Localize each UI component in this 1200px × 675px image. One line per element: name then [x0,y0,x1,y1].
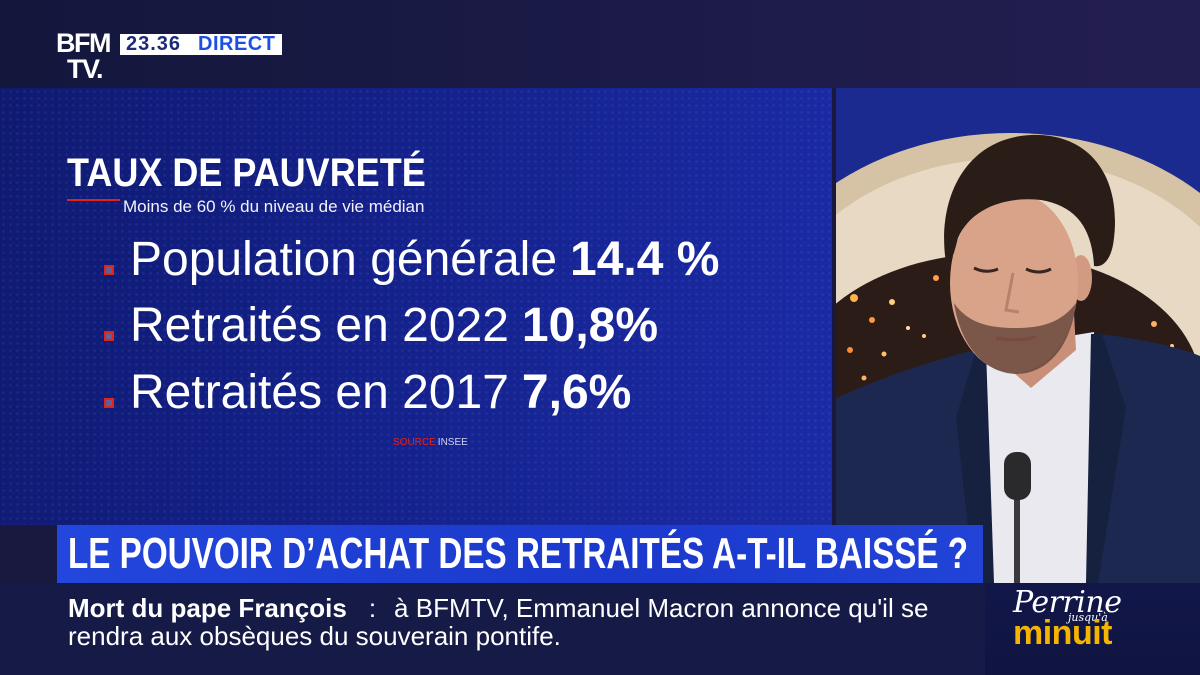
stat-row-retirees-2017: Retraités en 2017 7,6% [0,365,832,421]
top-bar: BFM TV. 23.36 DIRECT [0,0,1200,88]
stat-label: Population générale [130,233,558,286]
anchor-lapel-right [1086,334,1126,583]
stat-row-retirees-2022: Retraités en 2022 10,8% [0,298,832,354]
anchor-eye-right [1025,267,1052,274]
news-ticker: Mort du pape François: à BFMTV, Emmanuel … [0,583,985,675]
channel-logo-line2: TV. [67,54,104,84]
bokeh-lights [847,275,1174,381]
ticker-text-line1: à BFMTV, Emmanuel Macron annonce qu'il s… [394,593,929,623]
stat-value: 10,8% [521,299,659,352]
channel-logo-line1: BFM [56,28,111,58]
live-label: DIRECT [198,33,276,55]
ticker-line-1: Mort du pape François: à BFMTV, Emmanuel … [68,593,928,623]
stat-label: Retraités en 2022 [130,299,509,352]
stat-value: 14.4 % [570,233,720,286]
ticker-line-2: rendra aux obsèques du souverain pontife… [68,621,561,651]
ticker-topic: Mort du pape François [68,593,347,623]
anchor-eye-left [973,266,999,273]
anchor-mouth [995,335,1037,342]
stat-text: Retraités en 2017 7,6% [130,365,631,421]
microphone-stem [1014,496,1020,583]
show-time-word: minuit [1013,614,1112,652]
bullet-square-icon [104,265,114,275]
anchor-photo [836,88,1200,583]
stat-text: Retraités en 2022 10,8% [130,298,658,354]
ticker-text-line2: rendra aux obsèques du souverain pontife… [68,621,561,651]
channel-logo: BFM TV. [56,30,118,84]
anchor-video-feed [836,88,1200,583]
ticker-separator: : [368,593,377,623]
source-value: INSEE [437,437,468,448]
anchor-nose [1004,272,1020,314]
show-name: Perrine [1013,585,1122,620]
clock-time: 23.36 [126,33,182,55]
live-clock-badge: 23.36 DIRECT [120,34,282,55]
bullet-square-icon [104,331,114,341]
microphone-head [1004,452,1031,500]
show-connector: jusqu'à [1068,611,1108,624]
anchor-shirt [984,332,1094,583]
infographic-subtitle: Moins de 60 % du niveau de vie médian [123,197,425,216]
headline-banner: LE POUVOIR D’ACHAT DES RETRAITÉS A-T-IL … [57,525,983,583]
stat-text: Population générale 14.4 % [130,232,719,288]
headline-text: LE POUVOIR D’ACHAT DES RETRAITÉS A-T-IL … [68,529,969,578]
stat-value: 7,6% [521,366,632,419]
infographic-title: TAUX DE PAUVRETÉ [67,151,426,195]
infographic-panel: TAUX DE PAUVRETÉ Moins de 60 % du niveau… [0,88,832,525]
stat-row-population: Population générale 14.4 % [0,232,832,288]
source-label: SOURCE [393,437,436,448]
show-logo: Perrine jusqu'à minuit [985,583,1200,675]
anchor-hair [944,134,1115,267]
anchor-lapel-left [956,350,994,583]
stat-label: Retraités en 2017 [130,366,509,419]
source-credit: SOURCE INSEE [393,437,468,449]
bullet-square-icon [104,398,114,408]
title-underline [67,199,120,201]
